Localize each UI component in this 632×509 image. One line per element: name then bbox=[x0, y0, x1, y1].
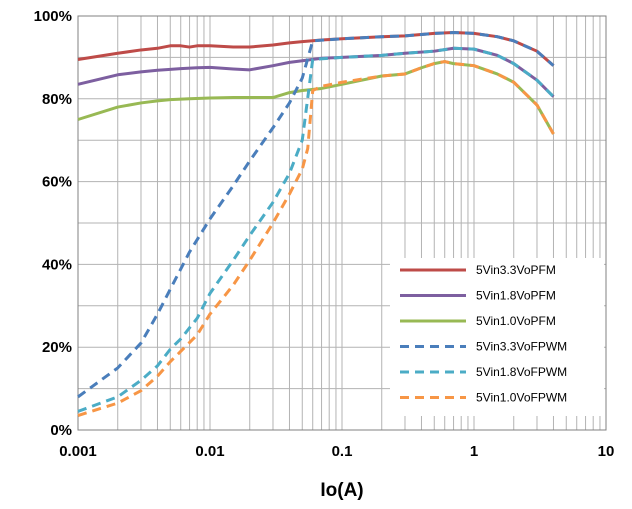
x-tick-label: 0.1 bbox=[332, 443, 353, 460]
series-line-5vin3.3vofpwm bbox=[77, 31, 555, 399]
legend-label: 5Vin3.3VoPFM bbox=[476, 263, 556, 277]
y-tick-label: 100% bbox=[34, 8, 72, 25]
x-axis-label: Io(A) bbox=[320, 480, 363, 501]
x-tick-label: 1 bbox=[470, 443, 478, 460]
plot-area bbox=[77, 15, 607, 431]
legend-label: 5Vin1.8VoPFM bbox=[476, 289, 556, 303]
series-line-5vin1.0vofpwm bbox=[77, 60, 555, 417]
legend-label: 5Vin3.3VoFPWM bbox=[476, 340, 567, 354]
y-axis-ticks: 0% 20% 40% 60% 80% 100% bbox=[34, 8, 72, 439]
x-tick-label: 10 bbox=[598, 443, 615, 460]
legend-label: 5Vin1.8VoFPWM bbox=[476, 365, 567, 379]
legend: 5Vin3.3VoPFM 5Vin1.8VoPFM 5Vin1.0VoPFM 5Vin… bbox=[390, 258, 604, 416]
y-tick-label: 60% bbox=[42, 174, 72, 191]
legend-box bbox=[390, 258, 604, 416]
series-line-5vin1.8vopfm bbox=[77, 46, 555, 98]
y-tick-label: 20% bbox=[42, 339, 72, 356]
x-tick-label: 0.01 bbox=[195, 443, 224, 460]
legend-label: 5Vin1.0VoPFM bbox=[476, 314, 556, 328]
x-tick-label: 0.001 bbox=[59, 443, 97, 460]
y-tick-label: 80% bbox=[42, 91, 72, 108]
series-line-5vin1.8vofpwm bbox=[77, 46, 555, 413]
legend-label: 5Vin1.0VoFPWM bbox=[476, 391, 567, 405]
series-lines bbox=[77, 31, 555, 417]
y-tick-label: 40% bbox=[42, 256, 72, 273]
y-tick-label: 0% bbox=[50, 422, 72, 439]
x-axis-ticks: 0.001 0.01 0.1 1 10 bbox=[59, 443, 614, 460]
series-line-5vin3.3vopfm bbox=[77, 31, 555, 67]
